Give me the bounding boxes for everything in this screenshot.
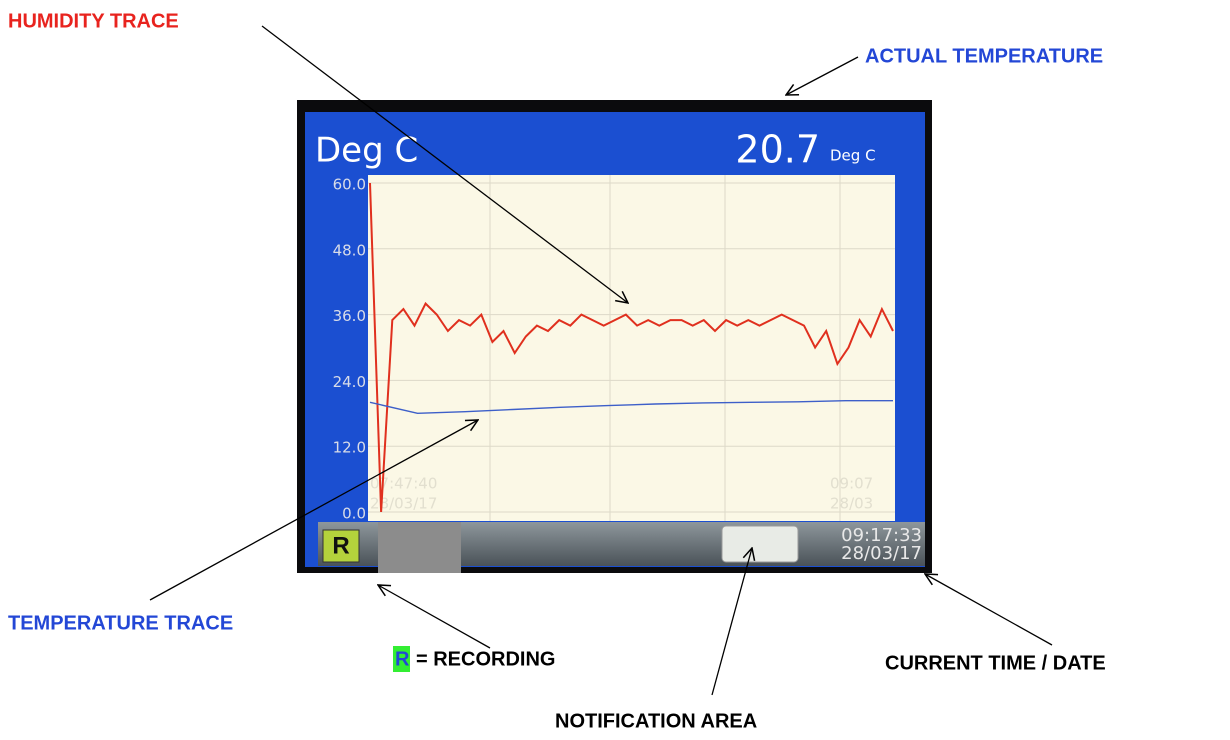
y-tick-label: 0.0 xyxy=(342,505,366,523)
reading-unit: Deg C xyxy=(830,147,876,165)
actual-temperature-label: ACTUAL TEMPERATURE xyxy=(865,45,1103,67)
current-time-date-label: CURRENT TIME / DATE xyxy=(885,652,1106,674)
notification-area xyxy=(722,526,798,562)
recording-key: R xyxy=(395,648,410,670)
y-tick-label: 60.0 xyxy=(333,176,366,194)
current-date: 28/03/17 xyxy=(841,543,922,564)
x-time-label: 09:07 xyxy=(830,475,873,493)
humidity-trace-label: HUMIDITY TRACE xyxy=(8,10,179,32)
y-tick-label: 24.0 xyxy=(333,373,366,391)
x-time-label: 28/03 xyxy=(830,495,873,513)
y-tick-label: 48.0 xyxy=(333,241,366,259)
redacted-block xyxy=(378,522,461,573)
recording-icon-label: R xyxy=(332,532,349,559)
temperature-trace-label: TEMPERATURE TRACE xyxy=(8,612,233,634)
page: Deg C 20.7 Deg C 07:47:4028/03/1709:0728… xyxy=(0,0,1230,740)
reading: 20.7 xyxy=(735,128,820,172)
y-tick-label: 12.0 xyxy=(333,439,366,457)
notification-area-label: NOTIFICATION AREA xyxy=(555,710,757,732)
recording-text: = RECORDING xyxy=(416,648,555,670)
unit-title: Deg C xyxy=(315,131,418,171)
y-tick-label: 36.0 xyxy=(333,307,366,325)
